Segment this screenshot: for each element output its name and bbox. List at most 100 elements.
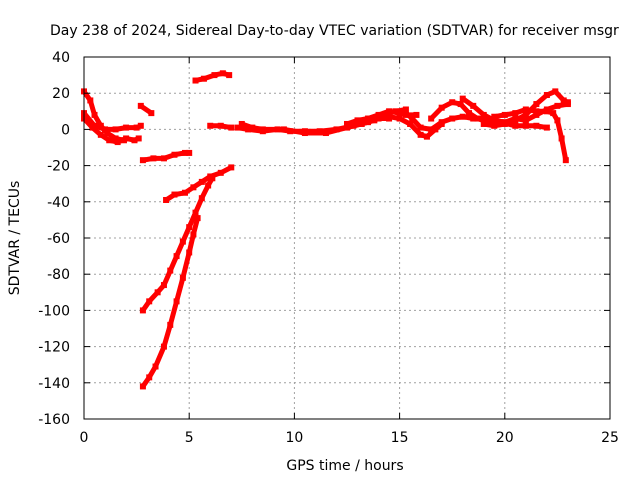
data-point bbox=[112, 135, 119, 142]
series-track-e bbox=[139, 149, 193, 164]
data-point bbox=[550, 110, 557, 117]
series-track-i bbox=[139, 175, 216, 314]
data-point bbox=[280, 126, 287, 133]
data-point bbox=[179, 238, 186, 245]
data-point bbox=[438, 119, 445, 126]
series-track-f bbox=[192, 70, 233, 84]
x-tick-label: 5 bbox=[185, 430, 194, 446]
data-point bbox=[322, 130, 329, 137]
y-tick-label: -80 bbox=[47, 267, 70, 283]
data-point bbox=[533, 111, 540, 118]
data-point bbox=[102, 126, 109, 133]
data-point bbox=[205, 182, 212, 189]
x-tick-label: 15 bbox=[391, 430, 409, 446]
data-point bbox=[400, 108, 407, 115]
data-point bbox=[522, 111, 529, 118]
data-point bbox=[480, 111, 487, 118]
data-point bbox=[160, 343, 167, 350]
data-point bbox=[114, 139, 121, 146]
data-point bbox=[552, 88, 559, 95]
data-point bbox=[133, 124, 140, 131]
data-point bbox=[522, 117, 529, 124]
data-point bbox=[167, 267, 174, 274]
data-point bbox=[238, 120, 245, 127]
x-tick-label: 20 bbox=[496, 430, 514, 446]
x-tick-label: 25 bbox=[601, 430, 619, 446]
data-point bbox=[512, 122, 519, 129]
data-point bbox=[459, 95, 466, 102]
data-point bbox=[186, 149, 193, 156]
data-point bbox=[259, 126, 266, 133]
data-point bbox=[167, 321, 174, 328]
data-point bbox=[449, 115, 456, 122]
data-point bbox=[533, 108, 540, 115]
data-point bbox=[137, 102, 144, 109]
data-point bbox=[457, 101, 464, 108]
series-line bbox=[140, 215, 201, 389]
data-point bbox=[409, 115, 416, 122]
data-point bbox=[501, 111, 508, 118]
data-point bbox=[358, 120, 365, 127]
data-point bbox=[245, 126, 252, 133]
data-point bbox=[217, 169, 224, 176]
axes: 0 5 10 15 20 25 -160 -140 -120 -100 -80 -60 -40 -20 0 2… bbox=[38, 50, 619, 446]
x-tick-label: 10 bbox=[285, 430, 303, 446]
y-axis-label: SDTVAR / TECUs bbox=[7, 181, 23, 296]
y-tick-label: -100 bbox=[38, 303, 70, 319]
data-point bbox=[522, 106, 529, 113]
data-point bbox=[228, 164, 235, 171]
data-point bbox=[417, 124, 424, 131]
data-point bbox=[131, 137, 138, 144]
y-tick-label: 20 bbox=[52, 86, 70, 102]
data-point bbox=[150, 155, 157, 162]
data-point bbox=[234, 124, 241, 131]
data-point bbox=[249, 124, 256, 131]
data-point bbox=[466, 110, 473, 117]
data-point bbox=[186, 224, 193, 231]
data-point bbox=[160, 282, 167, 289]
data-point bbox=[198, 195, 205, 202]
data-point bbox=[154, 289, 161, 296]
data-point bbox=[543, 92, 550, 99]
data-point bbox=[428, 115, 435, 122]
data-point bbox=[171, 151, 178, 158]
data-point bbox=[554, 102, 561, 109]
data-point bbox=[148, 110, 155, 117]
data-point bbox=[91, 122, 98, 129]
data-point bbox=[417, 131, 424, 138]
data-point bbox=[491, 113, 498, 120]
data-point bbox=[137, 122, 144, 129]
data-point bbox=[219, 70, 226, 77]
data-point bbox=[163, 196, 170, 203]
data-point bbox=[139, 307, 146, 314]
series-track-j bbox=[139, 215, 201, 390]
data-point bbox=[91, 111, 98, 118]
data-point bbox=[543, 108, 550, 115]
series-line bbox=[491, 107, 569, 163]
data-point bbox=[139, 383, 146, 390]
data-point bbox=[459, 113, 466, 120]
series-track-h bbox=[163, 164, 235, 203]
data-point bbox=[171, 191, 178, 198]
data-point bbox=[344, 124, 350, 131]
data-point bbox=[554, 117, 561, 124]
data-point bbox=[533, 122, 540, 129]
data-point bbox=[365, 115, 372, 122]
chart-title: Day 238 of 2024, Sidereal Day-to-day VTE… bbox=[50, 23, 619, 39]
y-tick-label: -160 bbox=[38, 412, 70, 428]
data-point bbox=[407, 120, 414, 127]
data-point bbox=[112, 126, 119, 133]
data-point bbox=[522, 122, 529, 129]
data-point bbox=[438, 104, 445, 111]
data-point bbox=[186, 249, 193, 256]
data-point bbox=[135, 135, 142, 142]
data-point bbox=[512, 110, 519, 117]
y-tick-label: 40 bbox=[52, 50, 70, 66]
data-point bbox=[301, 130, 308, 137]
data-point bbox=[449, 99, 456, 106]
data-point bbox=[564, 99, 571, 106]
data-point bbox=[139, 157, 146, 164]
series-track-d bbox=[137, 102, 155, 117]
data-point bbox=[190, 231, 197, 238]
